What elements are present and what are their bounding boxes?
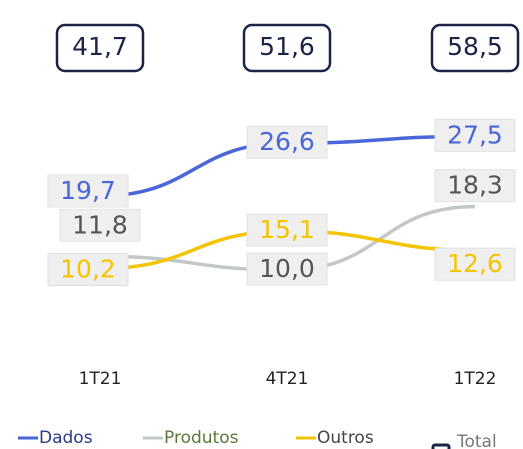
label-box xyxy=(434,169,516,203)
x-tick-label: 1T22 xyxy=(454,369,497,389)
label-box xyxy=(434,247,516,281)
value-label-text: 10,2 xyxy=(60,255,116,284)
value-label-text: 27,5 xyxy=(447,120,503,149)
total-label: 41,7 xyxy=(72,32,128,61)
value-label: 15,1 xyxy=(246,213,328,247)
value-label: 12,6 xyxy=(434,247,516,281)
value-label: 27,5 xyxy=(434,118,516,152)
value-label: 26,6 xyxy=(246,125,328,159)
legend-label: Total xyxy=(456,432,497,449)
label-box xyxy=(246,213,328,247)
value-label-text: 12,6 xyxy=(447,249,503,278)
value-label-text: 18,3 xyxy=(447,171,503,200)
value-label: 10,2 xyxy=(47,253,129,287)
value-label: 11,8 xyxy=(59,208,141,242)
total-label: 51,6 xyxy=(259,32,315,61)
label-box xyxy=(59,208,141,242)
label-box xyxy=(246,252,328,286)
legend-label: Outros xyxy=(317,428,374,448)
label-box xyxy=(47,174,129,208)
label-box xyxy=(434,118,516,152)
value-label-text: 15,1 xyxy=(259,215,315,244)
legend-swatch xyxy=(431,443,451,449)
value-label-text: 26,6 xyxy=(259,127,315,156)
legend-label: Dados xyxy=(39,428,93,448)
label-box xyxy=(47,253,129,287)
label-box xyxy=(246,125,328,159)
total-box xyxy=(430,23,520,73)
total-label: 58,5 xyxy=(447,32,503,61)
x-tick-label: 1T21 xyxy=(79,369,122,389)
value-label-text: 10,0 xyxy=(259,254,315,283)
value-label: 19,7 xyxy=(47,174,129,208)
legend-label: Produtos xyxy=(164,428,239,448)
value-label-text: 11,8 xyxy=(72,210,128,239)
total-box xyxy=(242,23,332,73)
value-label-text: 19,7 xyxy=(60,176,116,205)
value-label: 18,3 xyxy=(434,169,516,203)
x-tick-label: 4T21 xyxy=(266,369,309,389)
total-box xyxy=(55,23,145,73)
value-label: 10,0 xyxy=(246,252,328,286)
